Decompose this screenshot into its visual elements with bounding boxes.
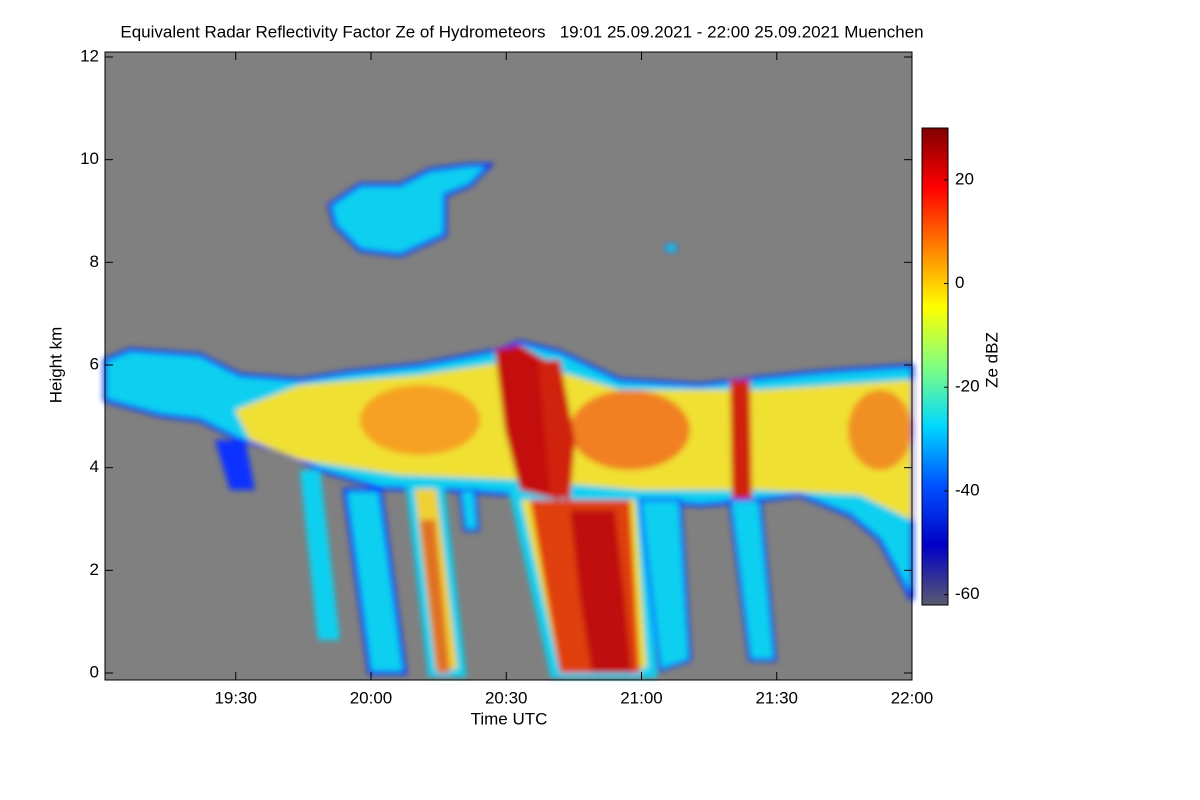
echo <box>342 488 408 675</box>
x-tick-label: 21:00 <box>620 688 663 707</box>
x-tick-label: 22:00 <box>891 688 934 707</box>
y-tick-label: 0 <box>90 662 99 681</box>
colorbar-tick-label: -40 <box>955 480 980 499</box>
colorbar-tick-label: 20 <box>955 169 974 188</box>
echo <box>848 390 912 470</box>
echo <box>638 498 692 673</box>
x-axis-label: Time UTC <box>471 709 548 728</box>
colorbar-tick-label: -20 <box>955 377 980 396</box>
colorbar <box>921 127 949 606</box>
x-tick-label: 19:30 <box>214 688 257 707</box>
chart-title: Equivalent Radar Reflectivity Factor Ze … <box>120 22 923 41</box>
echo <box>360 385 480 455</box>
echo <box>538 360 575 500</box>
echo-field <box>103 163 914 678</box>
colorbar-label: Ze dBZ <box>982 332 1001 388</box>
echo <box>570 390 690 470</box>
echo <box>458 488 480 532</box>
colorbar-tick-label: 0 <box>955 273 964 292</box>
y-tick-label: 4 <box>90 457 99 476</box>
echo <box>728 498 777 662</box>
x-tick-label: 20:00 <box>350 688 393 707</box>
echo <box>570 510 632 673</box>
echo <box>215 440 255 490</box>
y-tick-label: 2 <box>90 560 99 579</box>
y-tick-label: 6 <box>90 354 99 373</box>
y-tick-label: 10 <box>80 149 99 168</box>
plot-frame <box>104 51 913 681</box>
echo <box>420 520 450 673</box>
x-tick-label: 21:30 <box>755 688 798 707</box>
y-tick-label: 12 <box>80 46 99 65</box>
y-axis-label: Height km <box>46 327 65 404</box>
colorbar-tick-label: -60 <box>955 584 980 603</box>
echo <box>327 163 495 258</box>
echo <box>730 380 752 500</box>
y-tick-label: 8 <box>90 252 99 271</box>
echo <box>300 470 340 640</box>
echo <box>664 243 678 253</box>
x-tick-label: 20:30 <box>485 688 528 707</box>
